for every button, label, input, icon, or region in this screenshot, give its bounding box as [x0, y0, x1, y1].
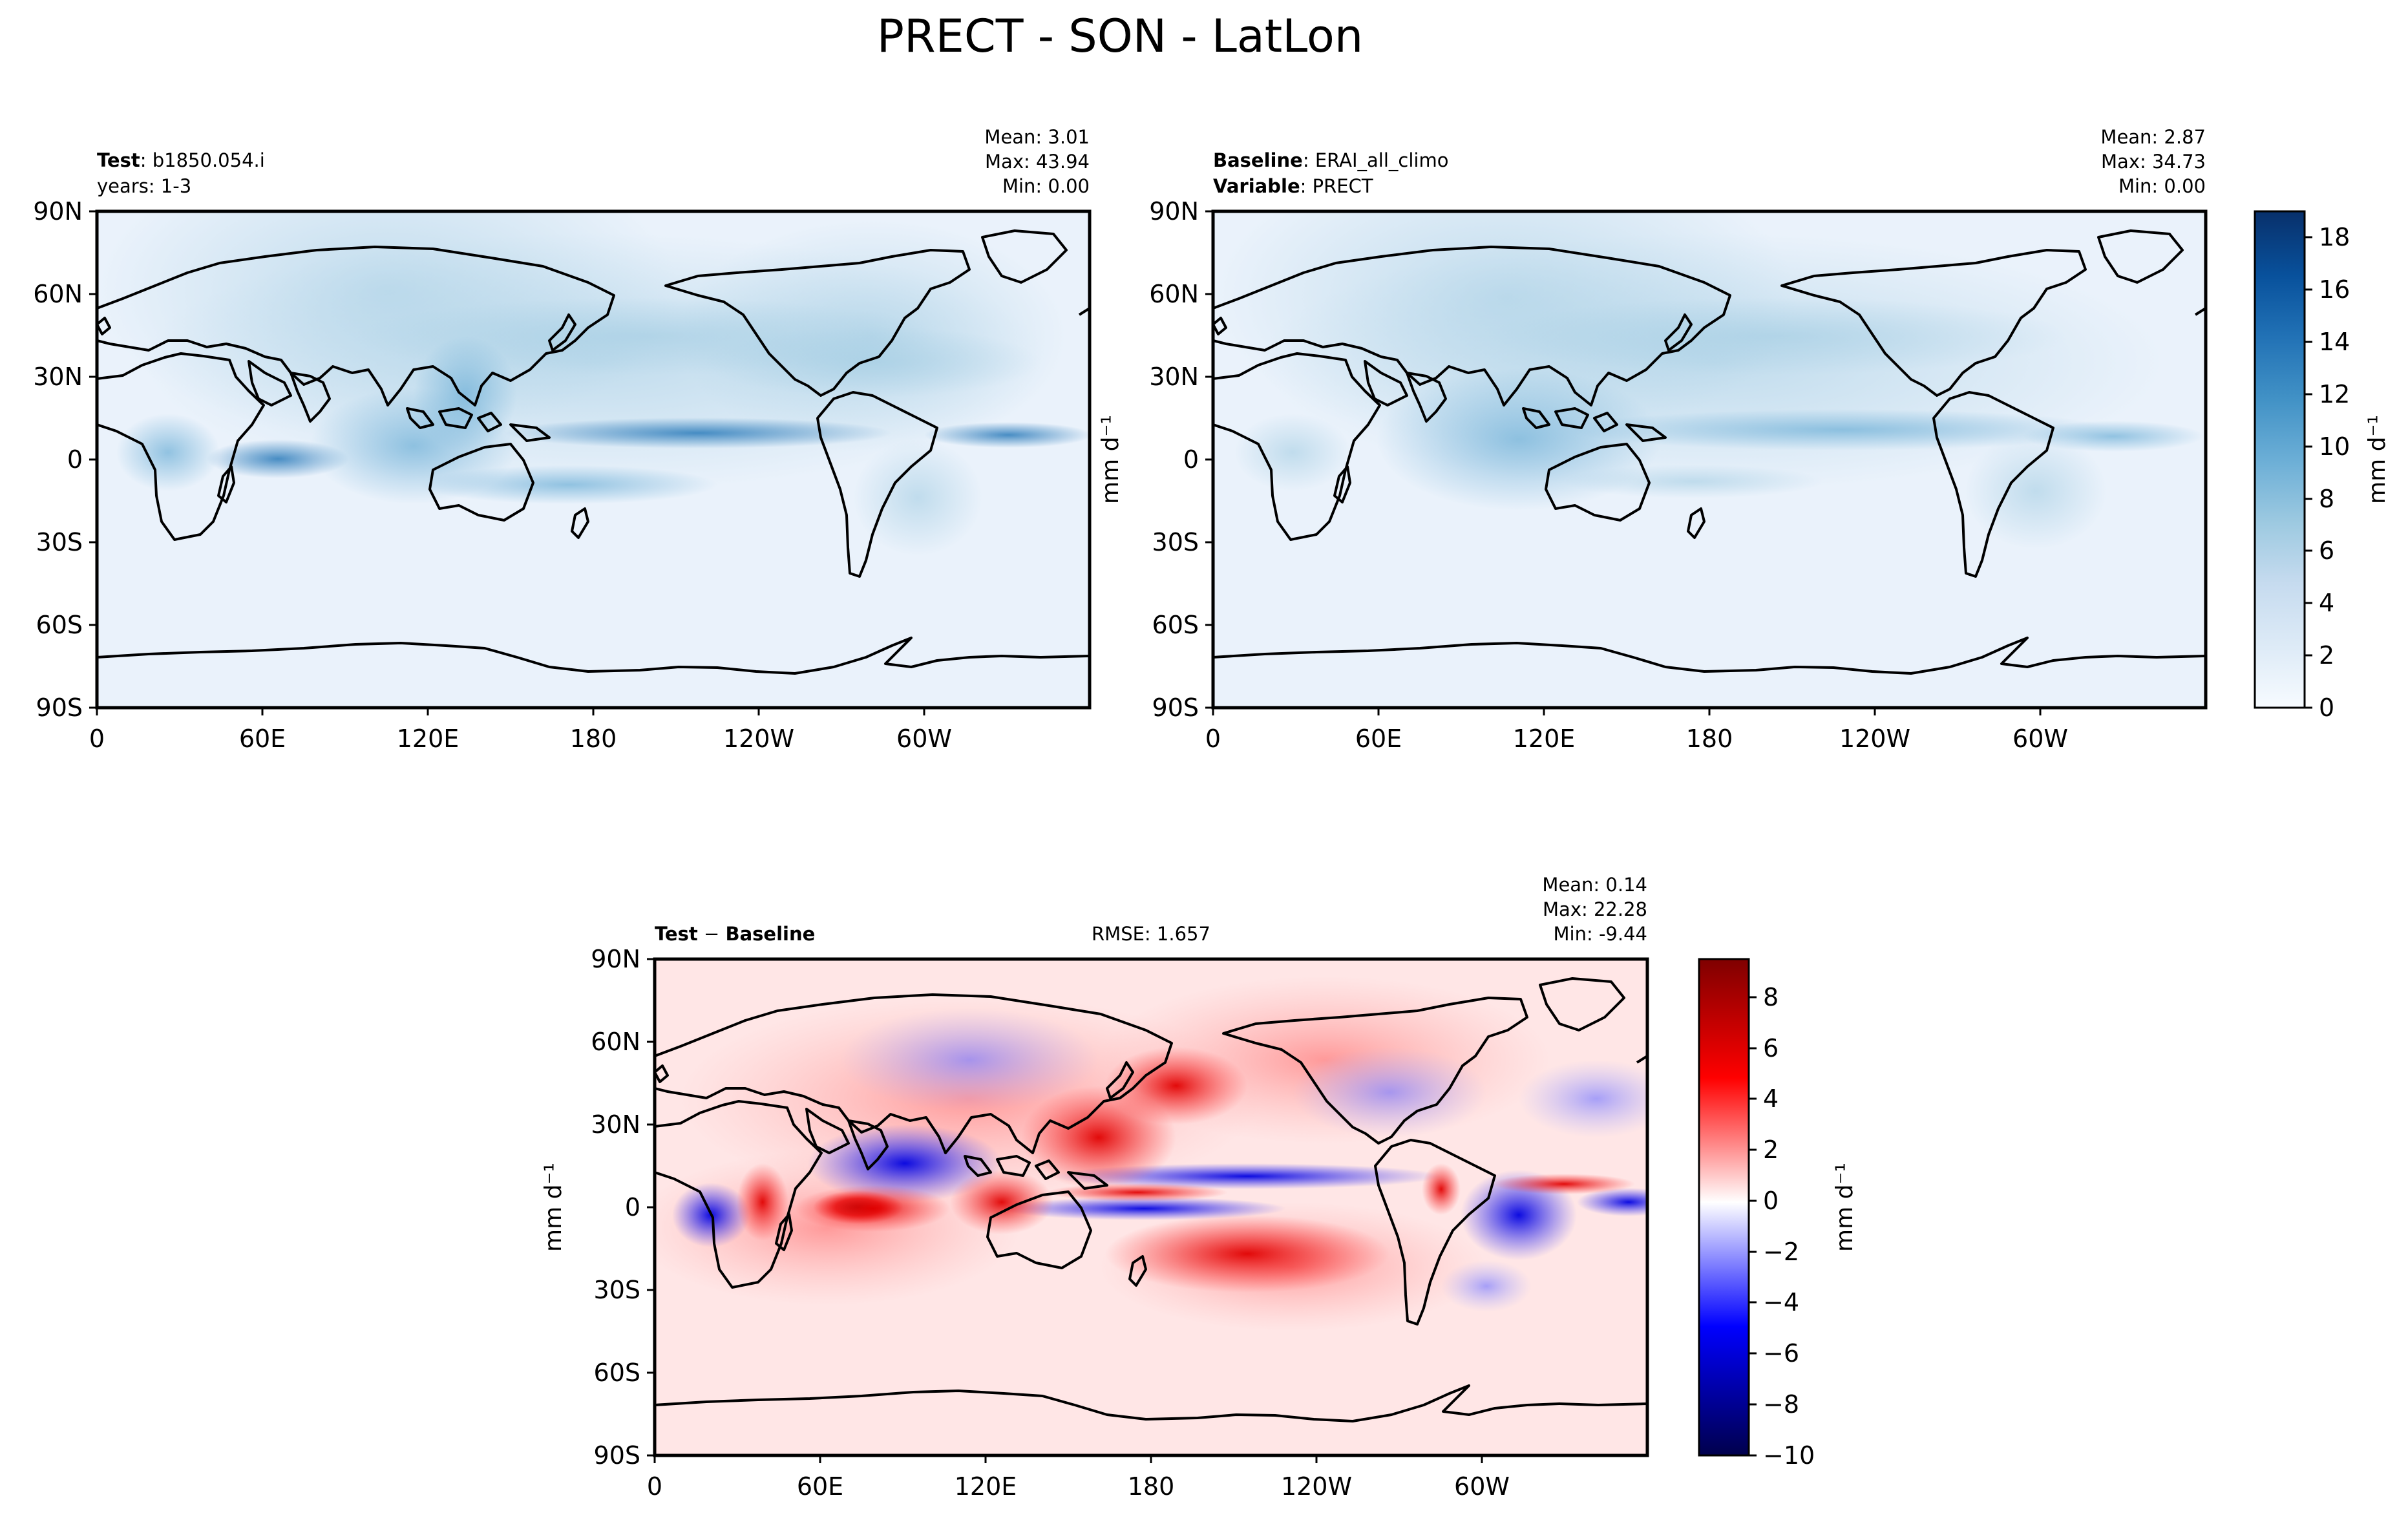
- baseline-ytick-label: 60N: [1149, 280, 1199, 308]
- test-y-ticks: 90N 60N 30N 0 30S 60S 90S: [33, 197, 97, 722]
- diff-xtick-label: 180: [1128, 1472, 1175, 1501]
- baseline-ytick-label: 90N: [1149, 197, 1199, 226]
- colorbar-precip-tick: 0: [2319, 693, 2334, 722]
- colorbar-precip-tick: 2: [2319, 641, 2334, 670]
- colorbar-precip-tick: 12: [2319, 380, 2350, 408]
- diff-xtick-label: 60E: [797, 1472, 843, 1501]
- colorbar-diff-tick: −4: [1763, 1288, 1799, 1316]
- baseline-ytick-label: 90S: [1152, 693, 1199, 722]
- diff-y-ticks: 90N 60N 30N 0 30S 60S 90S: [591, 945, 655, 1470]
- baseline-xtick-label: 120W: [1839, 724, 1910, 753]
- colorbar-precip-tick: 14: [2319, 328, 2350, 356]
- diff-xtick-label: 120W: [1281, 1472, 1352, 1501]
- figure-title: PRECT - SON - LatLon: [877, 10, 1363, 63]
- colorbar-diff-tick: −10: [1763, 1441, 1815, 1470]
- colorbar-diff-tick: 6: [1763, 1034, 1779, 1062]
- colorbar-precip-tick: 10: [2319, 432, 2350, 461]
- test-years: years: 1-3: [97, 175, 191, 197]
- test-min: Min: 0.00: [1002, 175, 1090, 197]
- diff-ytick-label: 0: [625, 1193, 640, 1221]
- diff-ytick-label: 60S: [594, 1358, 640, 1387]
- colorbar-diff-tick: 4: [1763, 1084, 1779, 1113]
- colorbar-diff-tick: −6: [1763, 1339, 1799, 1368]
- test-ytick-label: 30S: [36, 528, 83, 556]
- baseline-variable: Variable: PRECT: [1213, 175, 1373, 197]
- diff-ytick-label: 30S: [594, 1276, 640, 1304]
- panel-diff: Test − Baseline RMSE: 1.657 Mean: 0.14 M…: [540, 874, 1649, 1501]
- diff-ytick-label: 60N: [591, 1028, 640, 1056]
- diff-mean: Mean: 0.14: [1542, 874, 1647, 896]
- baseline-ytick-label: 30S: [1152, 528, 1199, 556]
- colorbar-precip: 0 2 4 6 8 10 12 14 16 18 mm d⁻¹: [2254, 210, 2391, 722]
- diff-min: Min: -9.44: [1554, 923, 1647, 945]
- test-ytick-label: 60S: [36, 611, 83, 639]
- panel-test: Test: b1850.054.i years: 1-3 Mean: 3.01 …: [33, 126, 1092, 753]
- test-ytick-label: 0: [67, 445, 83, 474]
- colorbar-precip-ramp: [2254, 210, 2306, 709]
- colorbar-diff-tick: −8: [1763, 1390, 1799, 1419]
- baseline-xtick-label: 120E: [1513, 724, 1576, 753]
- colorbar-precip-label: mm d⁻¹: [2364, 415, 2391, 504]
- diff-ylabel: mm d⁻¹: [540, 1163, 567, 1252]
- baseline-ytick-label: 0: [1183, 445, 1199, 474]
- diff-max: Max: 22.28: [1543, 898, 1647, 920]
- diff-ytick-label: 90S: [594, 1441, 640, 1470]
- baseline-name: Baseline: ERAI_all_climo: [1213, 149, 1448, 171]
- colorbar-diff-tick: 0: [1763, 1187, 1779, 1215]
- baseline-xtick-label: 180: [1686, 724, 1733, 753]
- test-xtick-label: 60W: [896, 724, 952, 753]
- test-ytick-label: 30N: [33, 363, 83, 391]
- baseline-xtick-label: 60E: [1355, 724, 1402, 753]
- diff-rmse: RMSE: 1.657: [1092, 923, 1210, 945]
- test-ytick-label: 60N: [33, 280, 83, 308]
- test-name: Test: b1850.054.i: [97, 149, 265, 171]
- baseline-xtick-label: 60W: [2012, 724, 2068, 753]
- diff-xtick-label: 60W: [1454, 1472, 1510, 1501]
- colorbar-precip-tick: 6: [2319, 536, 2334, 565]
- panel-baseline: Baseline: ERAI_all_climo Variable: PRECT…: [1097, 126, 2208, 753]
- diff-xtick-label: 120E: [955, 1472, 1017, 1501]
- colorbar-diff-tick: 2: [1763, 1136, 1779, 1164]
- diff-title: Test − Baseline: [655, 923, 815, 945]
- baseline-ylabel: mm d⁻¹: [1097, 415, 1124, 504]
- diff-xtick-label: 0: [647, 1472, 662, 1501]
- test-x-ticks: 0 60E 120E 180 120W 60W: [89, 708, 952, 753]
- colorbar-diff-ramp: [1698, 958, 1750, 1457]
- baseline-xtick-label: 0: [1205, 724, 1221, 753]
- diff-ytick-label: 90N: [591, 945, 640, 973]
- test-ytick-label: 90N: [33, 197, 83, 226]
- test-xtick-label: 0: [89, 724, 105, 753]
- colorbar-precip-tick: 8: [2319, 485, 2334, 513]
- colorbar-diff-tick: −2: [1763, 1238, 1799, 1266]
- colorbar-precip-tick: 18: [2319, 223, 2350, 251]
- baseline-x-ticks: 0 60E 120E 180 120W 60W: [1205, 708, 2068, 753]
- test-xtick-label: 120W: [723, 724, 794, 753]
- test-xtick-label: 120E: [397, 724, 459, 753]
- diff-x-ticks: 0 60E 120E 180 120W 60W: [647, 1455, 1510, 1501]
- diff-ytick-label: 30N: [591, 1110, 640, 1139]
- baseline-min: Min: 0.00: [2118, 175, 2206, 197]
- colorbar-diff-label: mm d⁻¹: [1832, 1163, 1858, 1252]
- test-ytick-label: 90S: [36, 693, 83, 722]
- test-mean: Mean: 3.01: [984, 126, 1090, 148]
- test-xtick-label: 180: [570, 724, 617, 753]
- colorbar-precip-tick: 16: [2319, 275, 2350, 304]
- colorbar-diff: 8 6 4 2 0 −2 −4 −6 −8 −10 mm d⁻¹: [1698, 958, 1858, 1470]
- baseline-max: Max: 34.73: [2101, 151, 2206, 173]
- colorbar-diff-tick: 8: [1763, 983, 1779, 1011]
- test-xtick-label: 60E: [239, 724, 286, 753]
- test-max: Max: 43.94: [985, 151, 1090, 173]
- baseline-ytick-label: 30N: [1149, 363, 1199, 391]
- baseline-mean: Mean: 2.87: [2100, 126, 2206, 148]
- baseline-y-ticks: 90N 60N 30N 0 30S 60S 90S: [1149, 197, 1213, 722]
- colorbar-precip-tick: 4: [2319, 589, 2334, 617]
- baseline-ytick-label: 60S: [1152, 611, 1199, 639]
